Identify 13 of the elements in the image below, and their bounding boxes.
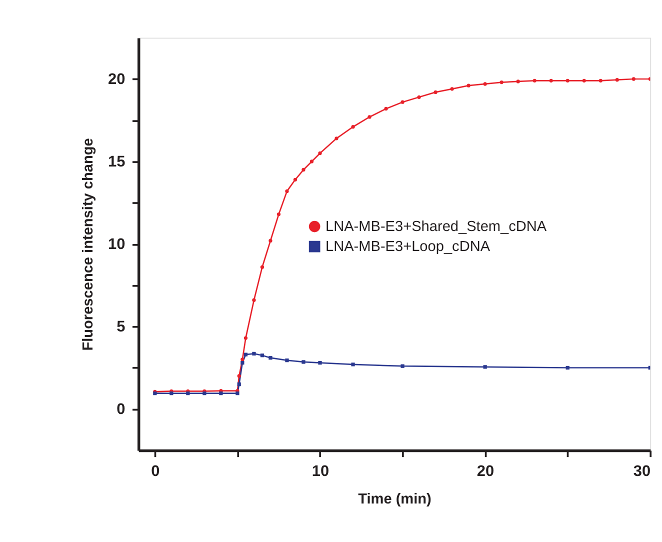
x-tick-label: 10 <box>312 463 330 480</box>
y-axis-title: Fluorescence intensity change <box>80 138 97 351</box>
legend-label: LNA-MB-E3+Shared_Stem_cDNA <box>326 219 547 236</box>
y-tick-label: 5 <box>116 318 126 336</box>
x-tick-label: 30 <box>633 463 651 480</box>
y-tick-label: 10 <box>108 236 126 254</box>
legend-label: LNA-MB-E3+Loop_cDNA <box>326 239 490 256</box>
x-tick-label: 20 <box>476 463 494 480</box>
x-tick-label: 0 <box>151 463 160 480</box>
y-tick-label: 0 <box>116 401 126 418</box>
y-tick-label: 20 <box>108 71 126 88</box>
x-axis-title: Time (min) <box>358 492 432 508</box>
y-tick-label: 15 <box>108 154 126 171</box>
